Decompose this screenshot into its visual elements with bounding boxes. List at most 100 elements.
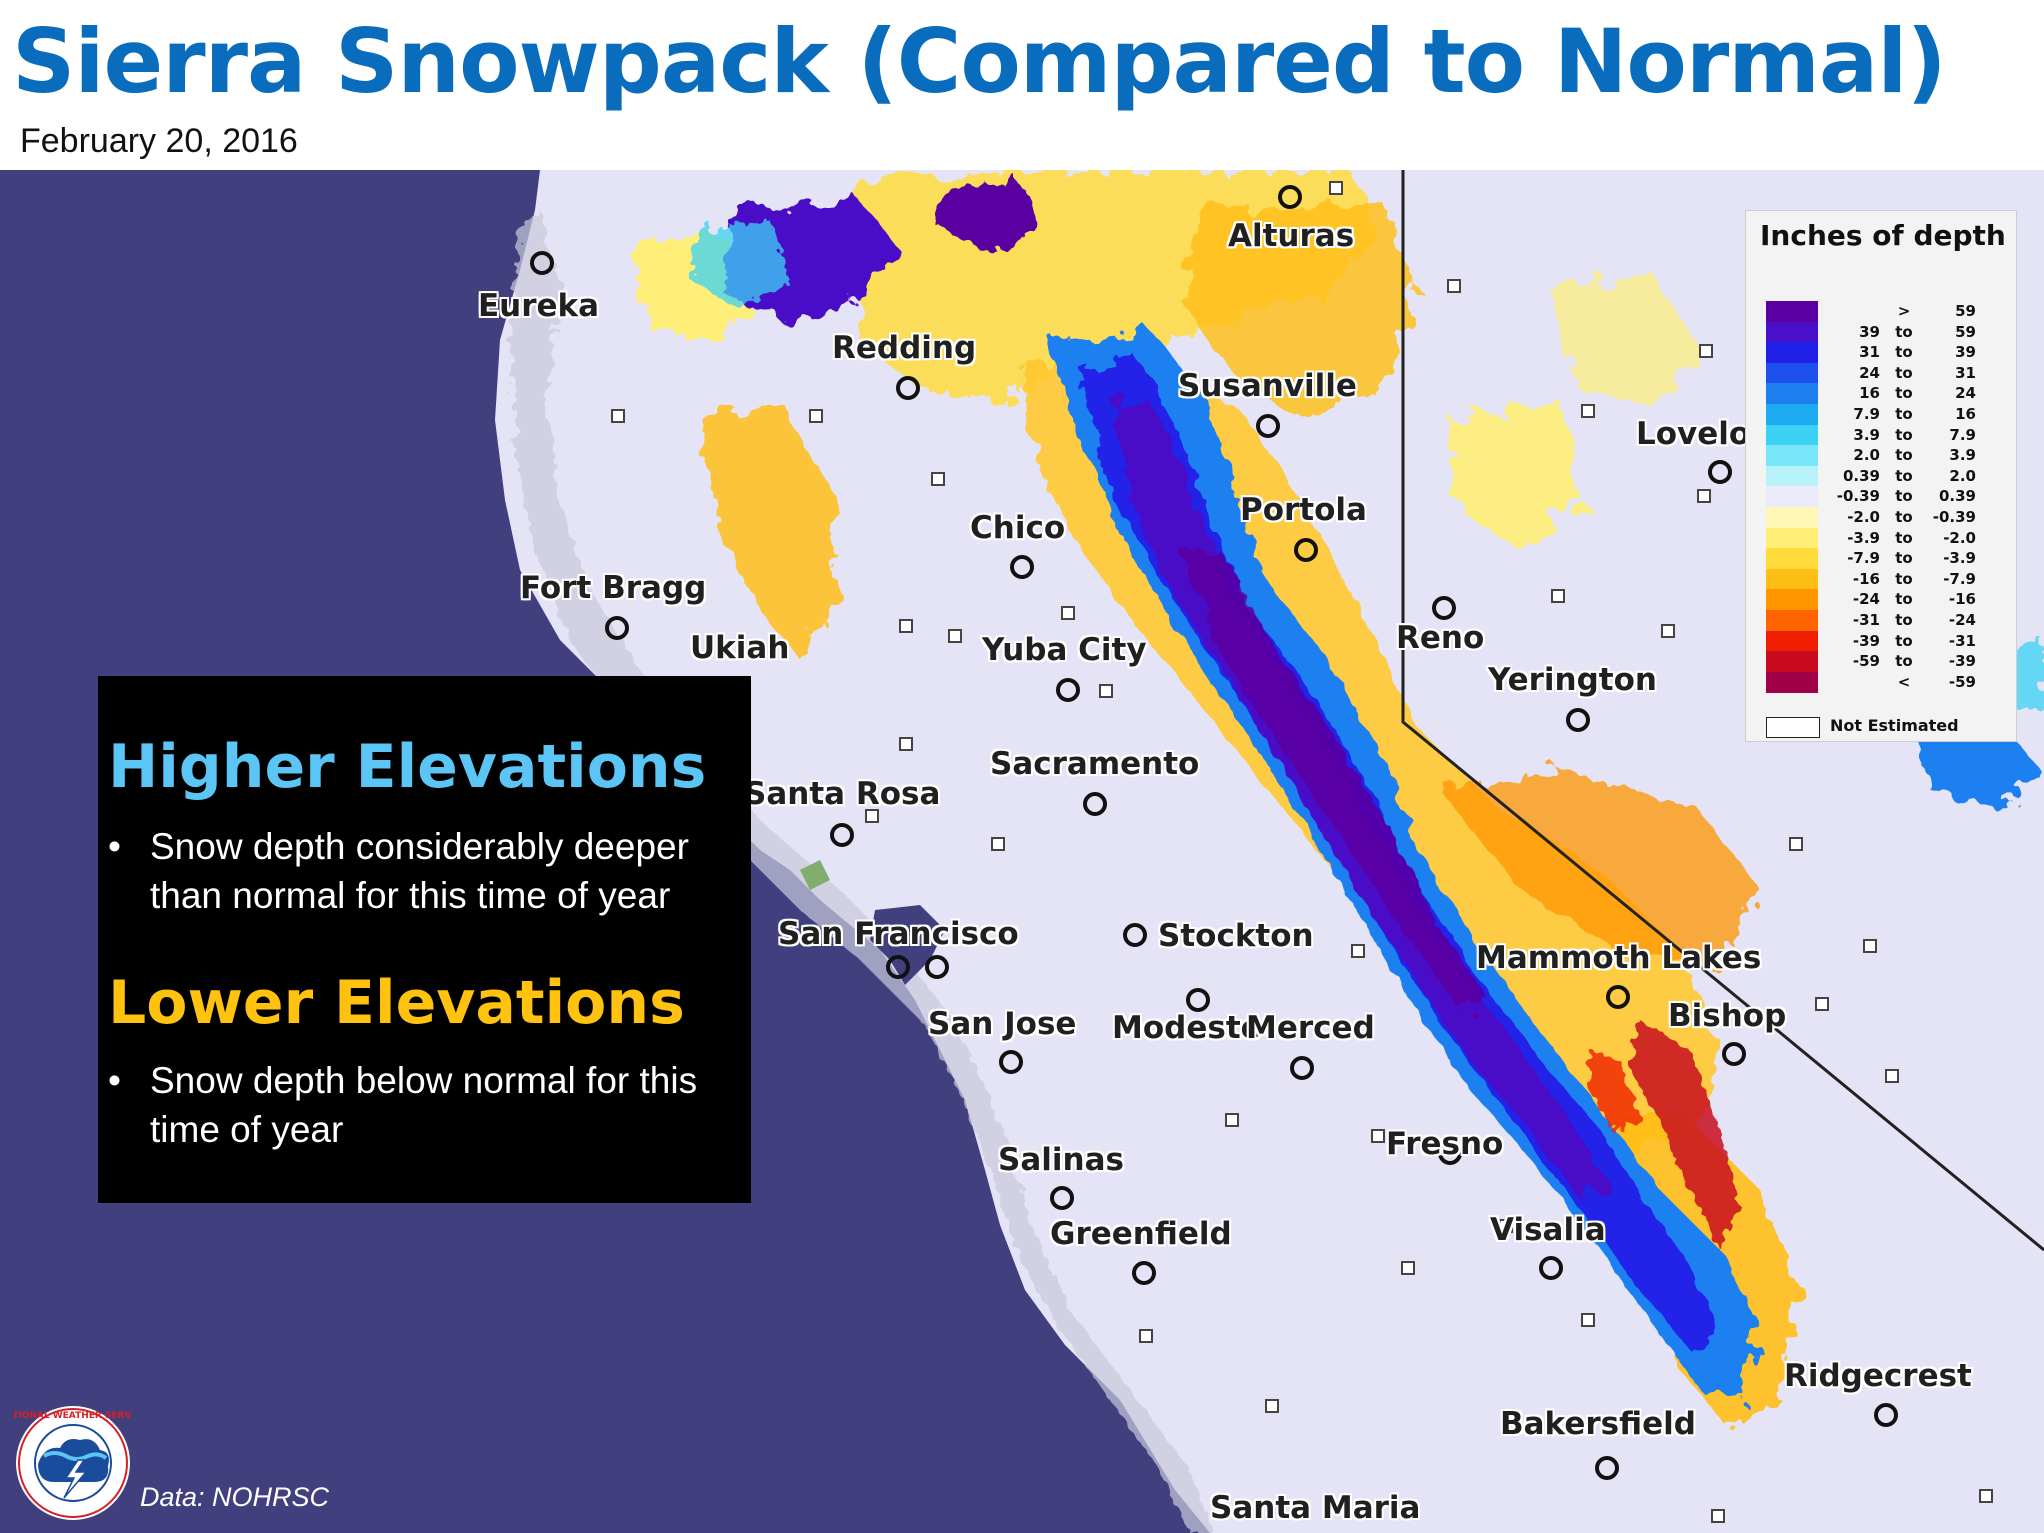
legend-range-separator: >: [1897, 302, 1911, 320]
legend-range-separator: to: [1895, 425, 1913, 444]
legend-range-low: 0.39: [1842, 466, 1880, 485]
nws-logo: NATIONAL WEATHER SERVICE: [14, 1406, 132, 1520]
city-label-santa-maria: Santa Maria: [1210, 1490, 1421, 1526]
legend-range-separator: to: [1895, 343, 1913, 362]
city-label-mammoth-lakes: Mammoth Lakes: [1476, 940, 1762, 976]
logo-text: NATIONAL WEATHER SERVICE: [14, 1411, 132, 1421]
legend-range-high: 3.9: [1949, 446, 1976, 465]
legend-row: -2.0 to -0.39: [1766, 507, 2006, 528]
higher-elevations-bullet: • Snow depth considerably deeper than no…: [108, 822, 748, 922]
not-estimated-label: Not Estimated: [1830, 716, 1959, 735]
legend-range-separator: <: [1897, 672, 1911, 691]
legend-swatch: [1766, 589, 1818, 611]
legend-row: 16 to 24: [1766, 383, 2006, 405]
legend-range-high: -7.9: [1943, 569, 1976, 588]
legend-range-low: -7.9: [1847, 549, 1880, 568]
legend-swatch: [1766, 651, 1818, 673]
city-label-ukiah: Ukiah: [690, 630, 790, 666]
legend-row: 7.9 to 16: [1766, 404, 2006, 425]
legend-row: 24 to 31: [1766, 362, 2006, 384]
lower-elevations-text: Snow depth below normal for this time of…: [150, 1060, 698, 1150]
data-credit: Data: NOHRSC: [140, 1482, 330, 1512]
snowpack-map: Alturas Eureka Redding Susanville Lovelo…: [0, 170, 2044, 1533]
legend-row: 39 to 59: [1766, 321, 2006, 343]
legend-swatch: [1766, 465, 1818, 487]
city-label-bakersfield: Bakersfield: [1500, 1406, 1696, 1442]
legend-range-low: -59: [1852, 652, 1880, 671]
map-date: February 20, 2016: [20, 122, 298, 160]
legend-range-separator: to: [1895, 446, 1913, 465]
city-label-yuba-city: Yuba City: [982, 632, 1147, 668]
legend-swatch: [1766, 507, 1818, 528]
legend-range-high: 39: [1955, 343, 1976, 362]
legend-range-high: -31: [1948, 631, 1976, 650]
legend-swatch: [1766, 671, 1818, 693]
city-label-santa-rosa: Santa Rosa: [744, 776, 941, 812]
legend-range-low: -31: [1852, 611, 1880, 629]
higher-elevations-heading: Higher Elevations: [108, 732, 707, 802]
legend-range-separator: to: [1895, 528, 1913, 547]
legend-row: -31 to -24: [1766, 610, 2006, 631]
legend-swatch: [1766, 445, 1818, 467]
legend-range-low: 24: [1859, 363, 1880, 382]
legend-range-high: 2.0: [1949, 466, 1976, 485]
legend-swatch: [1766, 630, 1818, 652]
legend-range-high: -39: [1948, 652, 1976, 671]
legend-range-separator: to: [1895, 363, 1913, 382]
legend-swatch: [1766, 486, 1818, 508]
legend-range-high: 16: [1955, 405, 1976, 423]
legend-range-separator: to: [1895, 590, 1913, 609]
city-label-san-jose: San Jose: [928, 1006, 1077, 1042]
legend-range-low: -3.9: [1847, 528, 1880, 547]
city-label-portola: Portola: [1240, 492, 1367, 528]
legend-range-low: 2.0: [1853, 446, 1880, 465]
legend-row: -3.9 to -2.0: [1766, 527, 2006, 549]
legend-range-separator: to: [1895, 384, 1913, 403]
legend-swatch: [1766, 527, 1818, 549]
legend-range-low: -39: [1852, 631, 1880, 650]
legend-range-high: 0.39: [1938, 487, 1976, 506]
depth-legend: Inches of depth >59 39 to 59 31 to 39 24 to 31 16 t…: [1745, 210, 2017, 742]
city-label-greenfield: Greenfield: [1050, 1216, 1232, 1252]
legend-range-separator: to: [1895, 466, 1913, 485]
legend-row: -24 to -16: [1766, 589, 2006, 611]
city-label-bishop: Bishop: [1668, 998, 1787, 1034]
city-label-lovelock: Lovelo: [1636, 416, 1751, 452]
legend-row: >59: [1766, 301, 2006, 322]
legend-swatch: [1766, 383, 1818, 405]
legend-row: -59 to -39: [1766, 651, 2006, 673]
higher-elevations-text: Snow depth considerably deeper than norm…: [150, 826, 689, 916]
legend-range-high: 7.9: [1949, 425, 1976, 444]
legend-range-separator: to: [1895, 322, 1913, 341]
city-label-merced: Merced: [1246, 1010, 1375, 1046]
legend-range-high: 59: [1955, 302, 1976, 320]
city-label-reno: Reno: [1396, 620, 1485, 656]
legend-range-high: 31: [1955, 363, 1976, 382]
legend-swatch: [1766, 342, 1818, 364]
legend-range-high: 24: [1955, 384, 1976, 403]
city-label-fresno: Fresno: [1386, 1126, 1504, 1162]
legend-row: -7.9 to -3.9: [1766, 548, 2006, 570]
legend-range-low: 16: [1859, 384, 1880, 403]
legend-range-low: 39: [1859, 322, 1880, 341]
legend-range-low: 7.9: [1853, 405, 1880, 423]
city-label-salinas: Salinas: [998, 1142, 1124, 1178]
legend-swatch: [1766, 404, 1818, 425]
lower-elevations-bullet: • Snow depth below normal for this time …: [108, 1056, 748, 1156]
lower-elevations-heading: Lower Elevations: [108, 968, 685, 1038]
legend-swatch: [1766, 548, 1818, 570]
legend-row: -39 to -31: [1766, 630, 2006, 652]
legend-range-low: -2.0: [1847, 508, 1880, 526]
bullet-dot: •: [108, 826, 121, 867]
legend-range-separator: to: [1895, 405, 1913, 423]
legend-swatch: [1766, 362, 1818, 384]
not-estimated-swatch: [1766, 717, 1820, 738]
city-label-yerington: Yerington: [1488, 662, 1657, 698]
state-border: [1401, 170, 2044, 1252]
map-graphic: [495, 170, 2044, 1533]
city-label-sacramento: Sacramento: [990, 746, 1200, 782]
station-markers: [611, 181, 1993, 1523]
legend-row: 3.9 to 7.9: [1766, 424, 2006, 446]
page-title: Sierra Snowpack (Compared to Normal): [12, 10, 1947, 113]
legend-range-high: 59: [1955, 322, 1976, 341]
